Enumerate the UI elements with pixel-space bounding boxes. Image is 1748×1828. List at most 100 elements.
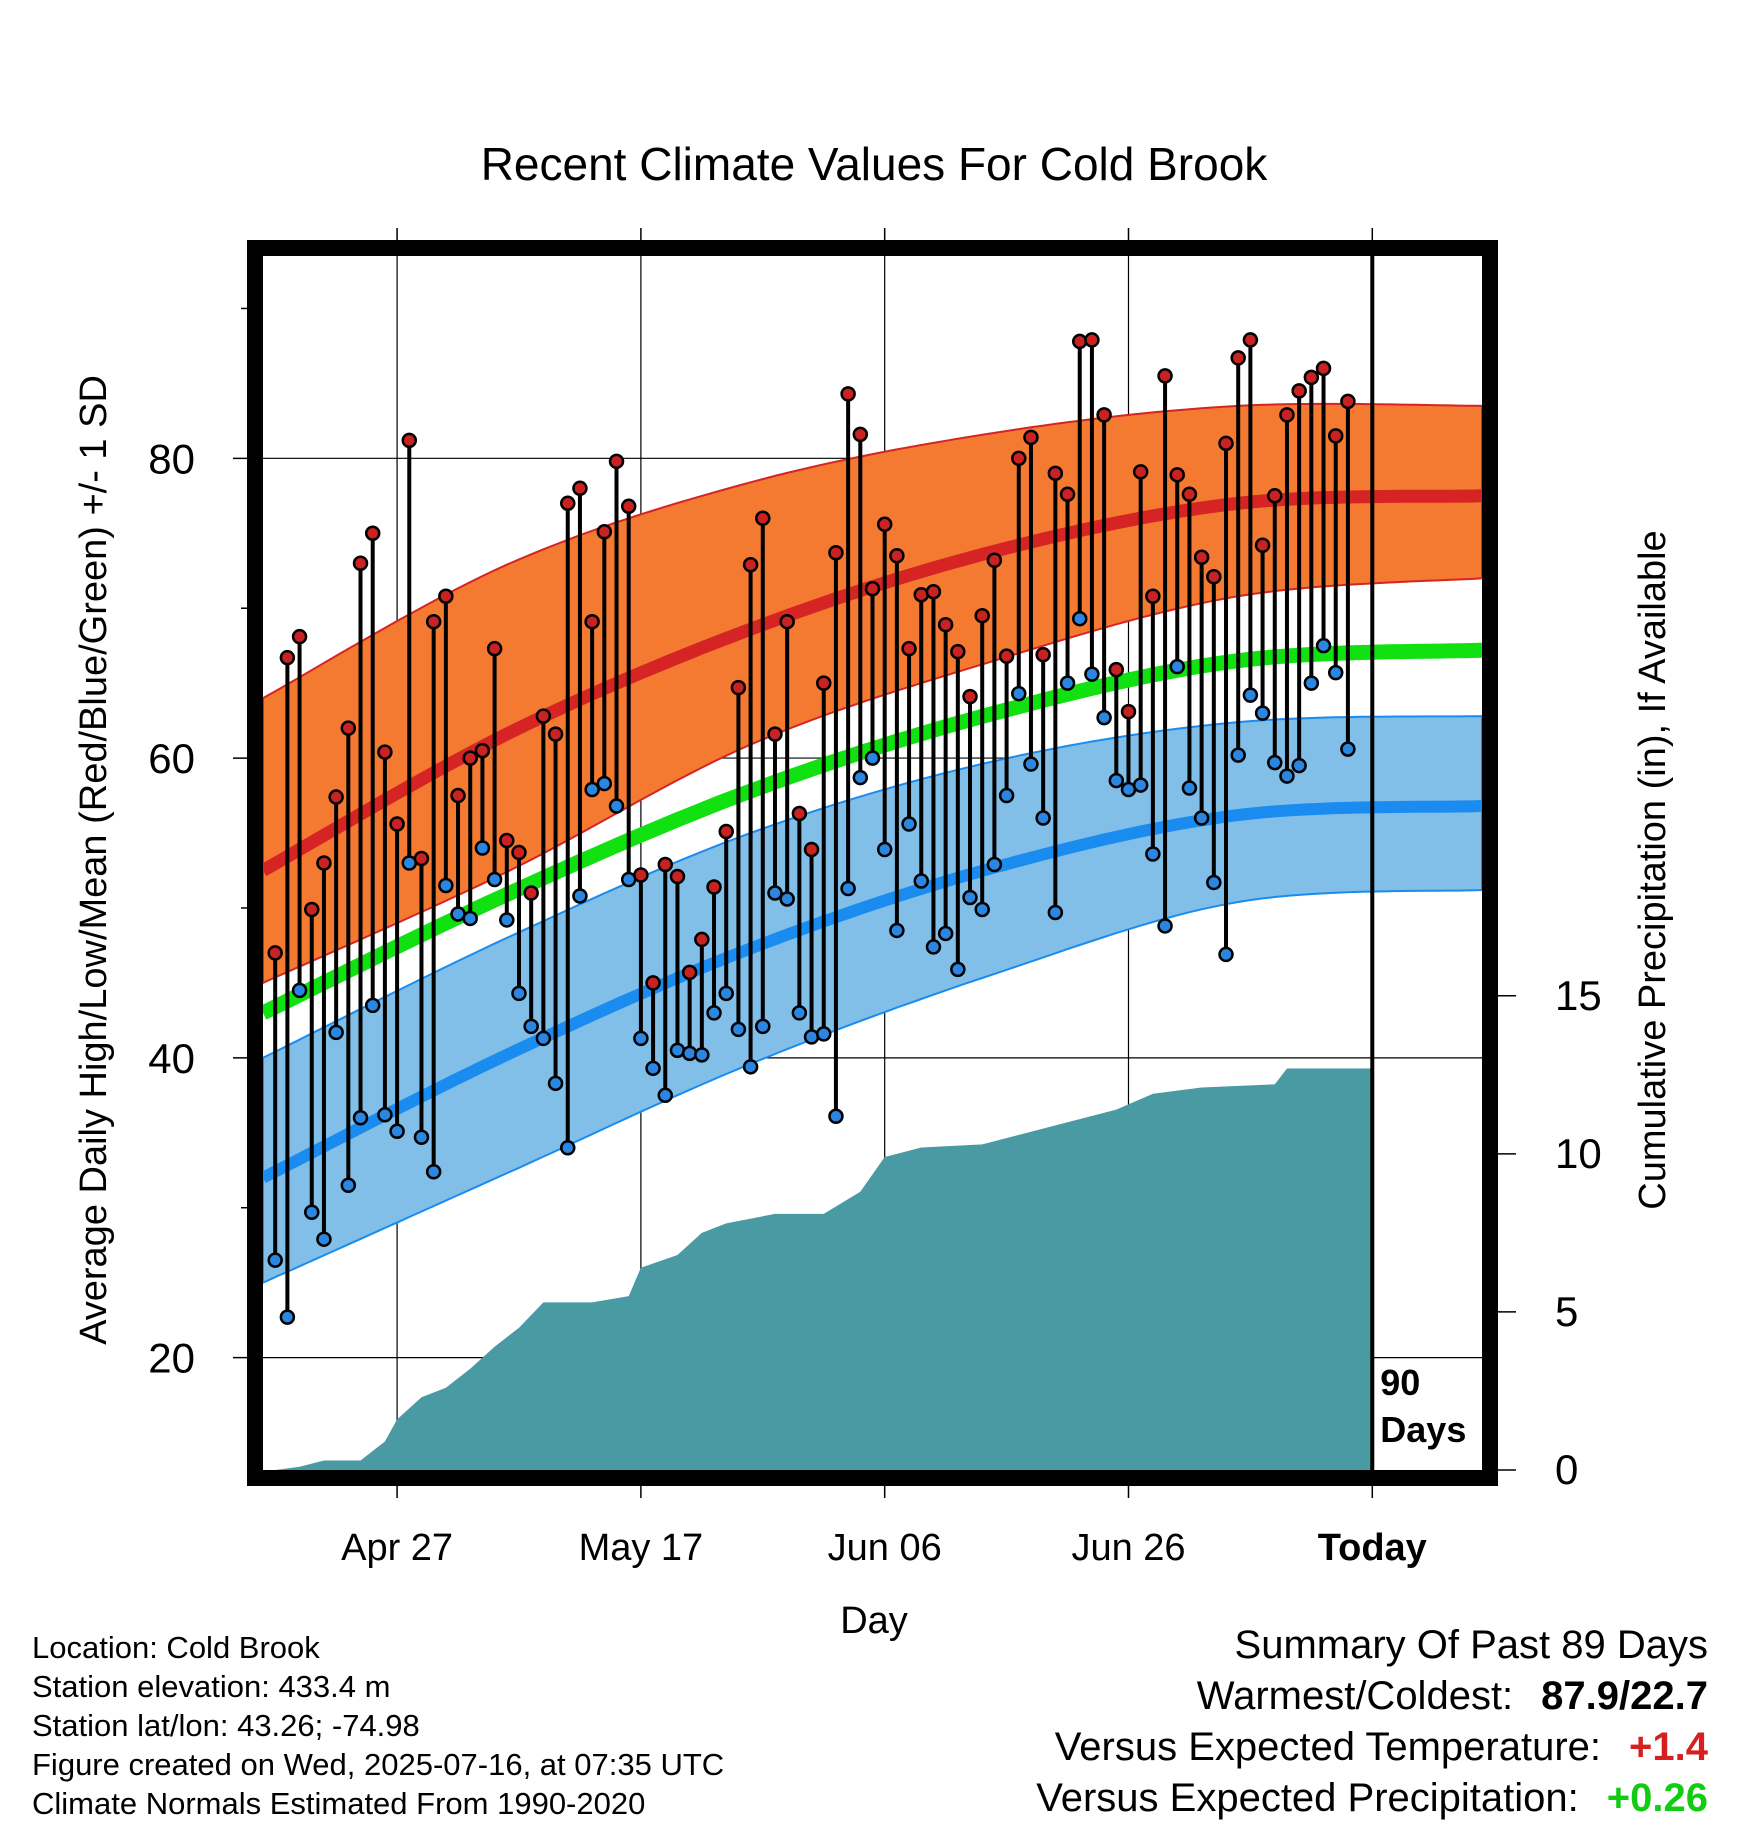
daily-low-point (413, 1129, 430, 1146)
precip-anomaly-label: Versus Expected Precipitation: (1036, 1776, 1579, 1820)
daily-high-point (535, 708, 552, 724)
created-text: Figure created on Wed, 2025-07-16, at 07… (32, 1747, 725, 1782)
daily-low-point (608, 798, 625, 814)
daily-high-point (694, 931, 710, 948)
daily-low-point (304, 1204, 320, 1220)
daily-low-point (779, 891, 795, 907)
daily-low-point (499, 912, 515, 928)
daily-high-point (706, 879, 722, 895)
daily-low-point (962, 889, 978, 906)
daily-low-point (1132, 777, 1149, 793)
y-axis-right-label: Cumulative Precipitation (in), If Availa… (1632, 530, 1674, 1209)
x-tick-label: Jun 06 (828, 1527, 942, 1569)
daily-high-point (1279, 407, 1295, 423)
daily-high-point (377, 744, 393, 760)
daily-low-point (316, 1231, 332, 1247)
daily-high-point (950, 643, 966, 660)
daily-low-point (791, 1005, 808, 1021)
daily-high-point (438, 588, 454, 604)
x-tick-label: Today (1318, 1527, 1427, 1569)
daily-low-point (950, 961, 966, 978)
daily-low-point (1023, 756, 1039, 772)
daily-high-point (803, 841, 820, 858)
warmest-coldest-row: Warmest/Coldest: 87.9/22.7 (1036, 1671, 1708, 1722)
daily-high-point (962, 688, 978, 705)
daily-low-point (1206, 874, 1222, 891)
daily-high-point (998, 648, 1015, 664)
daily-low-point (438, 877, 454, 894)
y-axis-label: Average Daily High/Low/Mean (Red/Blue/Gr… (73, 375, 115, 1345)
daily-high-point (511, 844, 527, 861)
daily-low-point (742, 1059, 759, 1075)
daily-high-point (572, 480, 588, 497)
daily-low-point (986, 856, 1003, 873)
daily-low-point (523, 1018, 539, 1035)
daily-high-point (974, 607, 990, 624)
daily-low-point (1108, 772, 1125, 789)
daily-high-point (779, 613, 795, 630)
daily-low-point (1327, 664, 1344, 681)
daily-low-point (925, 939, 942, 955)
daily-low-point (547, 1075, 564, 1092)
daily-high-point (1047, 465, 1064, 482)
daily-high-point (547, 726, 564, 742)
daily-low-point (352, 1110, 369, 1126)
daily-low-point (828, 1108, 844, 1125)
precip-anomaly-value: +0.26 (1606, 1776, 1708, 1820)
daily-low-point (767, 885, 783, 901)
daily-high-point (1169, 467, 1185, 483)
daily-high-point (1071, 333, 1088, 350)
daily-high-point (304, 901, 320, 918)
summary-title: Summary Of Past 89 Days (1234, 1623, 1708, 1667)
temp-anomaly-label: Versus Expected Temperature: (1054, 1725, 1602, 1769)
daily-low-point (1035, 810, 1051, 826)
daily-high-point (1242, 332, 1259, 348)
daily-high-point (523, 885, 539, 901)
plot-clip-group (263, 256, 1482, 1470)
plot-area: 90 Days Apr 27 May 17 Jun 06 Jun 26 Today 20 40 6… (148, 228, 1602, 1569)
x-tick-label: Jun 26 (1071, 1527, 1185, 1569)
daily-high-point (730, 679, 747, 696)
daily-low-point (815, 1026, 832, 1042)
daily-high-point (608, 453, 625, 470)
daily-high-point (291, 628, 308, 645)
daily-high-point (901, 640, 917, 657)
elevation-text: Station elevation: 433.4 m (32, 1669, 391, 1704)
daily-low-point (1340, 741, 1356, 757)
latlon-text: Station lat/lon: 43.26; -74.98 (32, 1708, 420, 1743)
daily-low-point (937, 925, 954, 942)
daily-low-point (1157, 918, 1173, 934)
daily-low-point (1084, 666, 1100, 682)
daily-high-point (401, 432, 418, 449)
daily-high-point (681, 964, 698, 981)
daily-low-point (1279, 768, 1295, 784)
warmest-coldest-label: Warmest/Coldest: (1196, 1674, 1514, 1718)
daily-low-point (864, 750, 881, 766)
daily-low-point (901, 816, 917, 832)
y-right-tick-label: 5 (1555, 1288, 1578, 1335)
daily-high-point (560, 495, 576, 512)
y-tick-label: 80 (148, 435, 195, 482)
daily-high-point (1059, 486, 1076, 503)
temp-anomaly-value: +1.4 (1629, 1725, 1708, 1769)
plot-frame (247, 240, 1498, 1486)
daily-low-point (669, 1042, 686, 1059)
daily-low-point (267, 1252, 283, 1268)
daily-high-point (1230, 350, 1246, 366)
daily-low-point (645, 1060, 661, 1077)
daily-low-point (279, 1309, 296, 1325)
daily-low-point (876, 841, 893, 858)
daily-high-point (828, 545, 844, 561)
daily-high-point (328, 789, 344, 805)
daily-high-point (633, 867, 649, 883)
daily-high-point (815, 675, 832, 691)
summary-panel: Summary Of Past 89 Days Warmest/Coldest:… (1036, 1620, 1708, 1824)
daily-low-point (1303, 675, 1320, 691)
daily-high-point (669, 868, 686, 885)
daily-low-point (840, 880, 856, 897)
station-info: Location: Cold Brook Station elevation: … (32, 1628, 724, 1823)
x-axis-label: Day (840, 1600, 908, 1642)
x-tick-label: Apr 27 (341, 1527, 453, 1569)
daily-low-point (1315, 637, 1332, 654)
daily-high-point (1254, 537, 1271, 554)
